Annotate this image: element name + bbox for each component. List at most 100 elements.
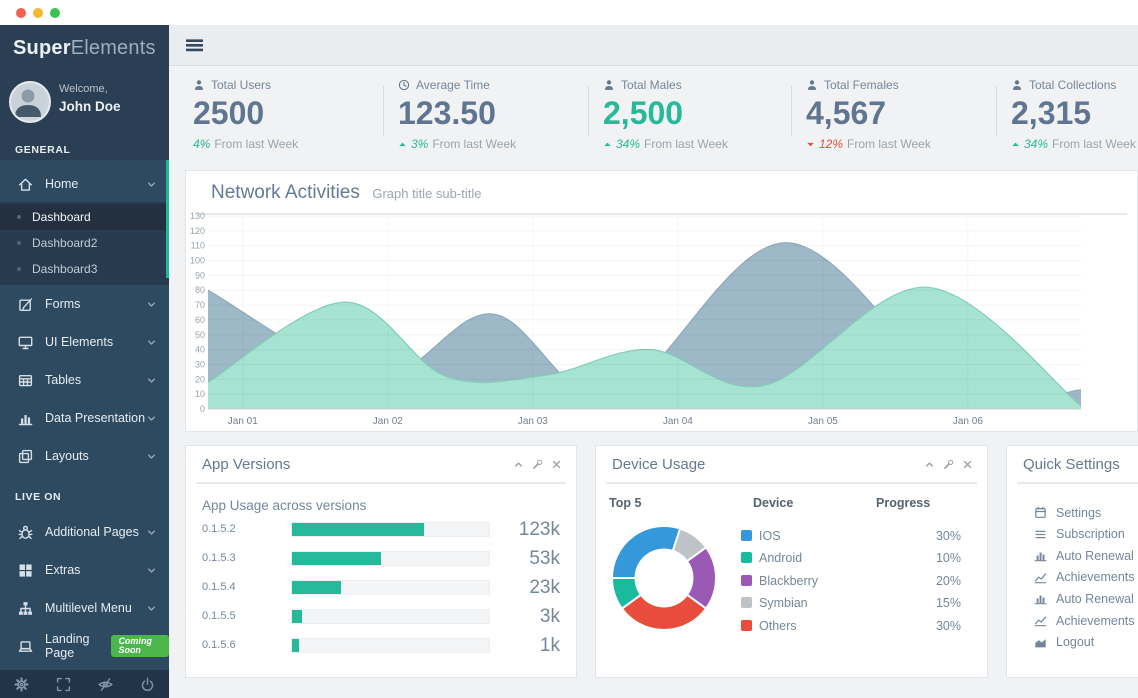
quick-setting-logout[interactable]: Logout — [1034, 632, 1094, 653]
stat-tile-total-males: Total Males 2,500 34% From last Week — [603, 77, 793, 152]
chevron-down-icon — [146, 565, 157, 576]
sidebar-section-title: LIVE ON — [15, 491, 62, 503]
menu-toggle-button[interactable] — [186, 37, 203, 52]
window-minimize-button[interactable] — [33, 8, 43, 18]
stat-change: 12% From last Week — [806, 137, 996, 151]
stat-change: 34% From last Week — [1011, 137, 1138, 151]
device-usage-panel: Device Usage Top 5 Device Progress IOS 30… — [595, 445, 988, 678]
svg-text:30: 30 — [195, 359, 205, 369]
version-label: 0.1.5.4 — [202, 581, 236, 593]
progress-fill — [292, 639, 299, 652]
svg-text:50: 50 — [195, 330, 205, 340]
sidebar-item-label: Layouts — [45, 449, 89, 463]
stat-change: 34% From last Week — [603, 137, 793, 151]
gear-icon[interactable] — [0, 670, 42, 698]
sidebar-item-forms[interactable]: Forms — [0, 285, 169, 323]
list-icon — [1034, 528, 1047, 541]
app-version-bars: 0.1.5.2 123k 0.1.5.3 53k 0.1.5.4 23k 0.1.5.5 3k… — [186, 519, 576, 664]
sidebar-item-multilevel-menu[interactable]: Multilevel Menu — [0, 589, 169, 627]
power-icon[interactable] — [127, 670, 169, 698]
sidebar-subitem-dashboard3[interactable]: Dashboard3 — [0, 256, 169, 282]
close-icon[interactable] — [551, 459, 562, 470]
panel-title: Device Usage — [612, 456, 706, 473]
svg-text:100: 100 — [190, 256, 205, 266]
expand-icon[interactable] — [42, 670, 84, 698]
network-panel-header: Network Activities Graph title sub-title — [196, 171, 1127, 215]
stat-label-row: Total Males — [603, 77, 793, 92]
svg-text:Jan 03: Jan 03 — [518, 416, 548, 427]
sidebar-item-tables[interactable]: Tables — [0, 361, 169, 399]
eye-slash-icon[interactable] — [85, 670, 127, 698]
username-label: John Doe — [59, 99, 121, 114]
avatar[interactable] — [9, 81, 51, 123]
bullet-dot — [17, 267, 21, 271]
sidebar-subitem-dashboard[interactable]: Dashboard — [0, 204, 169, 230]
area-chart-icon — [1034, 636, 1047, 649]
sidebar-item-landing-page[interactable]: Landing Page Coming Soon — [0, 627, 169, 665]
wrench-icon[interactable] — [943, 459, 954, 470]
sidebar-subitem-dashboard2[interactable]: Dashboard2 — [0, 230, 169, 256]
version-value: 53k — [529, 548, 560, 569]
quick-setting-label: Auto Renewal — [1056, 548, 1134, 563]
column-top5: Top 5 — [609, 496, 642, 510]
edit-icon — [18, 296, 34, 312]
version-value: 1k — [539, 635, 560, 656]
sidebar-item-label: Multilevel Menu — [45, 601, 132, 615]
stat-label-row: Total Users — [193, 77, 383, 92]
svg-text:110: 110 — [191, 241, 205, 251]
app-logo[interactable]: SuperElements — [0, 25, 169, 71]
wrench-icon[interactable] — [532, 459, 543, 470]
sidebar-item-layouts[interactable]: Layouts — [0, 437, 169, 475]
quick-setting-subscription[interactable]: Subscription — [1034, 524, 1125, 545]
window-close-button[interactable] — [16, 8, 26, 18]
quick-setting-achievements[interactable]: Achievements — [1034, 610, 1135, 631]
quick-setting-label: Settings — [1056, 505, 1102, 520]
chevron-up-icon[interactable] — [513, 459, 524, 470]
legend-row-symbian: Symbian 15% — [741, 596, 969, 610]
progress-track — [291, 522, 490, 537]
sidebar-scrollbar[interactable] — [166, 160, 169, 278]
stat-tile-average-time: Average Time 123.50 3% From last Week — [398, 77, 588, 152]
quick-setting-achievements[interactable]: Achievements — [1034, 567, 1135, 588]
progress-track — [291, 551, 490, 566]
stat-label: Average Time — [416, 77, 490, 92]
quick-setting-settings[interactable]: Settings — [1034, 502, 1101, 523]
line-chart-icon — [1034, 571, 1047, 584]
legend-label: Blackberry — [759, 574, 819, 588]
svg-text:Jan 01: Jan 01 — [228, 416, 258, 427]
panel-subtitle: Graph title sub-title — [372, 186, 482, 201]
legend-percent: 15% — [935, 596, 961, 610]
version-value: 3k — [539, 606, 560, 627]
stat-value: 2500 — [193, 95, 265, 131]
sidebar-item-ui-elements[interactable]: UI Elements — [0, 323, 169, 361]
sidebar-item-label: Additional Pages — [45, 525, 139, 539]
stat-label: Total Females — [824, 77, 899, 92]
legend-swatch — [741, 530, 752, 541]
close-icon[interactable] — [962, 459, 973, 470]
stat-change-percent: 34% — [616, 137, 641, 151]
sidebar-item-additional-pages[interactable]: Additional Pages — [0, 513, 169, 551]
quick-setting-label: Subscription — [1056, 527, 1125, 542]
legend-percent: 20% — [935, 574, 961, 588]
quick-setting-auto-renewal[interactable]: Auto Renewal — [1034, 545, 1134, 566]
panel-title: App Versions — [202, 456, 291, 473]
user-icon — [1011, 79, 1023, 91]
stat-divider — [996, 86, 997, 136]
chevron-up-icon[interactable] — [924, 459, 935, 470]
sidebar-item-extras[interactable]: Extras — [0, 551, 169, 589]
home-icon — [18, 176, 34, 192]
window-zoom-button[interactable] — [50, 8, 60, 18]
quick-setting-auto-renewal[interactable]: Auto Renewal — [1034, 588, 1134, 609]
logo-light-text: Elements — [70, 37, 156, 59]
desktop-icon — [18, 334, 34, 350]
legend-percent: 30% — [935, 529, 961, 543]
legend-label: Symbian — [759, 596, 808, 610]
sidebar-item-home[interactable]: Home — [0, 166, 169, 202]
stat-change: 4% From last Week — [193, 137, 383, 151]
app-version-row: 0.1.5.6 1k — [202, 635, 560, 664]
user-icon — [603, 79, 615, 91]
panel-header-icons — [924, 459, 973, 470]
stat-change-percent: 4% — [193, 137, 211, 151]
sidebar-item-data-presentation[interactable]: Data Presentation — [0, 399, 169, 437]
